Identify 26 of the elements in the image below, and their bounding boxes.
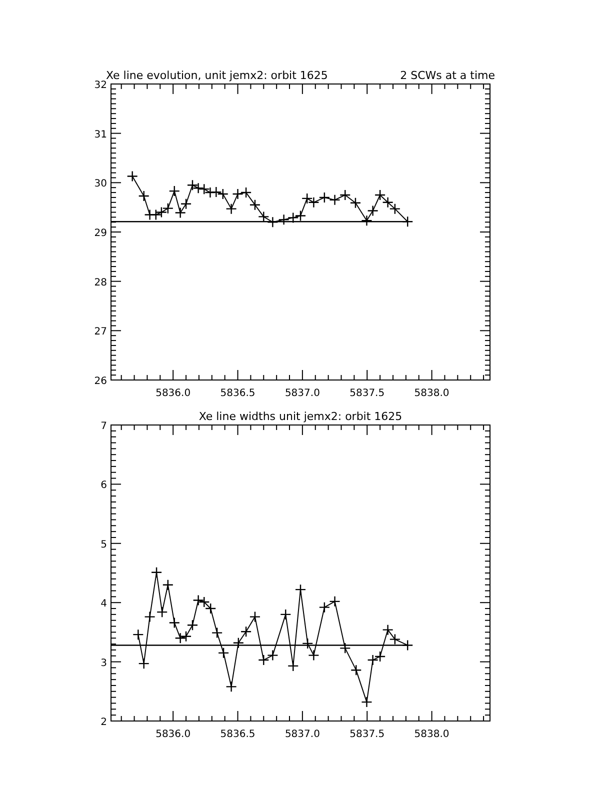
x-tick-label: 5837.0 — [284, 729, 320, 740]
y-tick-label: 7 — [100, 421, 107, 432]
y-tick-label: 5 — [100, 539, 107, 550]
y-tick-label: 32 — [94, 80, 107, 91]
y-tick-label: 27 — [94, 326, 107, 338]
x-tick-label: 5836.0 — [156, 388, 191, 399]
y-tick-label: 4 — [100, 598, 107, 610]
x-tick-label: 5837.5 — [350, 388, 385, 399]
x-tick-label: 5838.0 — [414, 388, 450, 399]
x-tick-label: 5836.0 — [156, 729, 191, 740]
chart-title: Xe line evolution, unit jemx2: orbit 1625 — [106, 69, 328, 82]
x-tick-label: 5838.0 — [414, 729, 450, 740]
y-tick-label: 31 — [94, 129, 107, 140]
x-tick-label: 5836.5 — [220, 388, 256, 399]
y-tick-label: 28 — [94, 277, 107, 288]
x-tick-label: 5837.5 — [350, 729, 385, 740]
x-tick-label: 5836.5 — [220, 729, 256, 740]
y-tick-label: 29 — [94, 228, 107, 239]
chart-subtitle: 2 SCWs at a time — [400, 69, 496, 82]
y-tick-label: 3 — [100, 658, 107, 669]
y-tick-label: 6 — [100, 480, 107, 492]
chart-title: Xe line widths unit jemx2: orbit 1625 — [198, 410, 402, 423]
y-tick-label: 26 — [94, 376, 107, 387]
y-tick-label: 2 — [100, 717, 107, 728]
x-tick-label: 5837.0 — [284, 388, 320, 399]
y-tick-label: 30 — [94, 178, 107, 190]
